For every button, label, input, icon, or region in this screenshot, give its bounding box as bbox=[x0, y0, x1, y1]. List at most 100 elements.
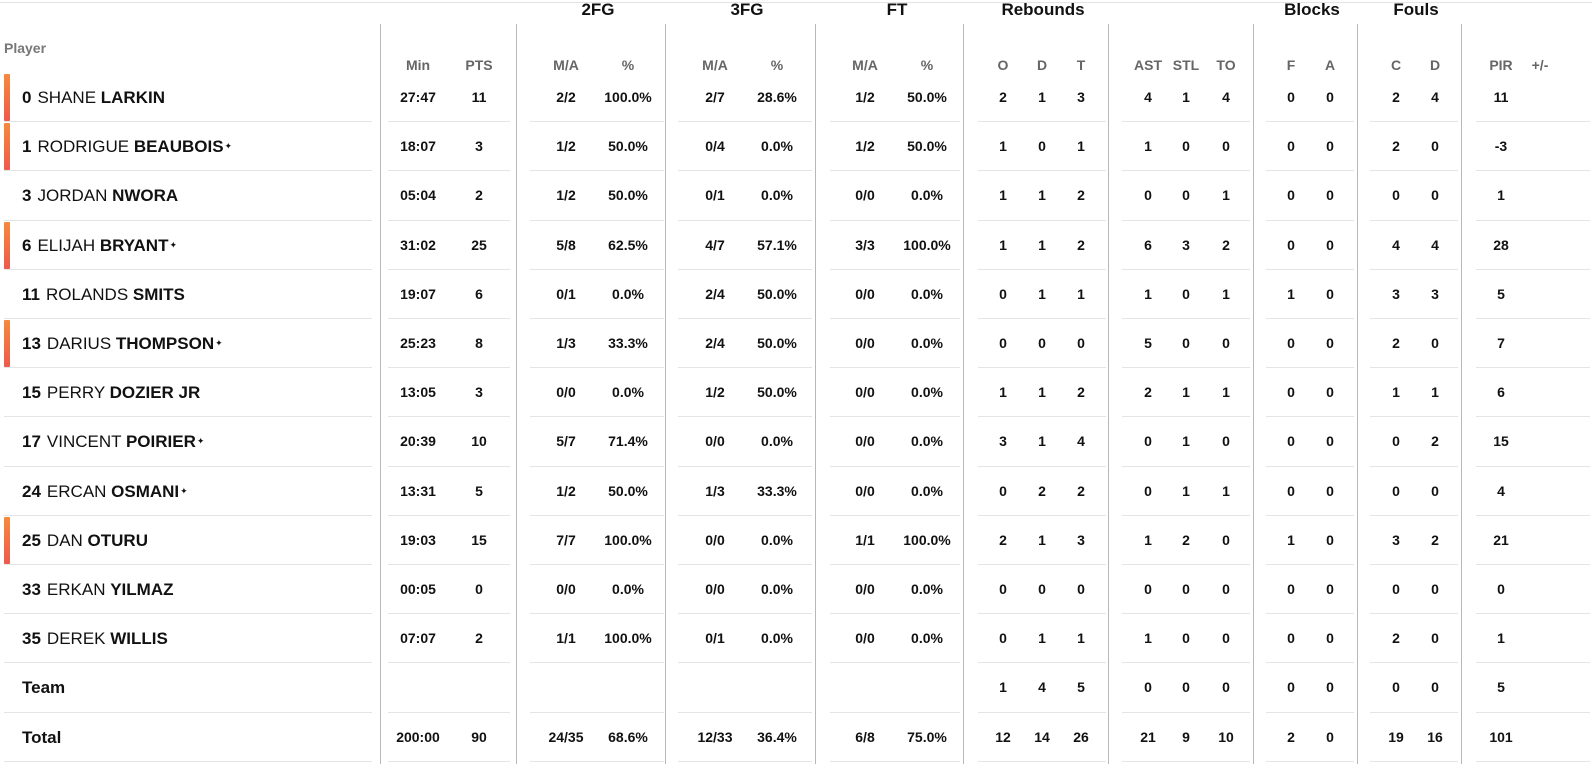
stat-reb-t: 5 bbox=[1077, 679, 1085, 696]
stat-reb-o: 1 bbox=[999, 138, 1007, 155]
player-first-name: DEREK bbox=[46, 629, 111, 649]
stat-reb-t: 3 bbox=[1077, 531, 1085, 548]
stat-blk-f: 0 bbox=[1287, 187, 1295, 204]
stat-min: 00:05 bbox=[400, 581, 436, 597]
stat-pts: 5 bbox=[475, 482, 483, 499]
player-last-name: OTURU bbox=[87, 530, 148, 550]
player-name[interactable]: 15 PERRY DOZIER JR bbox=[22, 368, 200, 417]
row-separator bbox=[830, 465, 960, 467]
row-separator bbox=[1266, 760, 1354, 762]
row-separator bbox=[530, 416, 664, 418]
stat-foul-c: 0 bbox=[1392, 482, 1400, 499]
row-separator bbox=[1266, 465, 1354, 467]
row-separator bbox=[678, 613, 812, 615]
stat-2fg-pct: 68.6% bbox=[608, 728, 648, 745]
player-row: 13 DARIUS THOMPSON✦ 25:23 8 1/3 33.3% 2/4 50.0%… bbox=[0, 319, 1592, 368]
stat-ft-ma: 0/0 bbox=[855, 285, 875, 302]
row-separator bbox=[1266, 170, 1354, 172]
row-separator bbox=[1476, 318, 1590, 319]
stat-2fg-ma: 1/3 bbox=[556, 335, 576, 351]
player-name[interactable]: 3 JORDAN NWORA bbox=[22, 171, 178, 220]
stat-2fg-ma: 1/1 bbox=[556, 630, 576, 647]
starter-marker bbox=[4, 320, 10, 367]
stat-2fg-ma: 7/7 bbox=[556, 531, 576, 548]
player-last-name: POIRIER bbox=[125, 432, 196, 452]
stat-3fg-pct: 50.0% bbox=[757, 285, 797, 302]
stat-min: 200:00 bbox=[396, 728, 440, 745]
player-name[interactable]: 33 ERKAN YILMAZ bbox=[22, 565, 174, 614]
stat-foul-c: 4 bbox=[1392, 236, 1400, 253]
stat-pir: 1 bbox=[1497, 630, 1505, 647]
stat-blk-f: 2 bbox=[1287, 728, 1295, 745]
player-name[interactable]: 13 DARIUS THOMPSON✦ bbox=[22, 319, 223, 368]
stat-blk-a: 0 bbox=[1326, 630, 1334, 647]
stat-2fg-ma bbox=[533, 663, 599, 712]
player-last-name: BRYANT bbox=[99, 235, 169, 255]
player-name[interactable]: 17 VINCENT POIRIER✦ bbox=[22, 417, 204, 466]
row-separator bbox=[678, 367, 812, 369]
row-separator bbox=[4, 219, 372, 221]
row-separator bbox=[1370, 760, 1458, 762]
group-header-blocks: Blocks bbox=[1284, 0, 1340, 19]
stat-reb-d: 2 bbox=[1038, 482, 1046, 499]
player-name[interactable]: 6 ELIJAH BRYANT✦ bbox=[22, 221, 177, 270]
player-first-name: VINCENT bbox=[46, 432, 126, 452]
player-name[interactable]: 11 ROLANDS SMITS bbox=[22, 270, 185, 319]
column-header-ast: AST bbox=[1134, 57, 1162, 73]
team-label: Team bbox=[22, 678, 66, 698]
stat-2fg-ma: 2/2 bbox=[556, 89, 576, 105]
stat-pir: 15 bbox=[1493, 433, 1509, 450]
player-column-header: Player bbox=[4, 40, 47, 56]
stat-3fg-pct: 57.1% bbox=[757, 236, 797, 253]
row-separator bbox=[1370, 613, 1458, 615]
player-number: 17 bbox=[22, 432, 41, 452]
stat-pts bbox=[446, 663, 512, 712]
stat-foul-c: 2 bbox=[1392, 89, 1400, 105]
stat-2fg-pct: 100.0% bbox=[604, 531, 652, 548]
stat-foul-d: 0 bbox=[1431, 482, 1439, 499]
stat-ft-ma: 0/0 bbox=[855, 581, 875, 597]
player-row: 1 RODRIGUE BEAUBOIS✦ 18:07 3 1/2 50.0% 0/4 0.0%… bbox=[0, 122, 1592, 171]
stat-foul-d: 4 bbox=[1431, 89, 1439, 105]
stat-stl: 2 bbox=[1182, 531, 1190, 548]
row-separator bbox=[1122, 121, 1250, 123]
stat-2fg-pct: 100.0% bbox=[604, 630, 652, 647]
row-separator bbox=[1476, 219, 1590, 221]
row-separator bbox=[1122, 268, 1250, 270]
row-separator bbox=[830, 711, 960, 713]
stat-min: 05:04 bbox=[400, 187, 436, 204]
player-last-name: LARKIN bbox=[100, 88, 165, 107]
player-name[interactable]: 25 DAN OTURU bbox=[22, 516, 148, 565]
row-separator bbox=[1476, 416, 1590, 418]
stat-2fg-ma: 0/0 bbox=[556, 581, 576, 597]
row-separator bbox=[830, 514, 960, 516]
row-separator bbox=[1370, 121, 1458, 123]
column-header-to: TO bbox=[1216, 57, 1236, 73]
row-separator bbox=[830, 170, 960, 172]
player-name[interactable]: 1 RODRIGUE BEAUBOIS✦ bbox=[22, 122, 232, 171]
row-separator bbox=[1122, 219, 1250, 221]
row-separator bbox=[1122, 760, 1250, 762]
row-separator bbox=[1476, 367, 1590, 369]
row-separator bbox=[1476, 662, 1590, 664]
player-last-name: WILLIS bbox=[110, 629, 168, 649]
row-separator bbox=[978, 170, 1106, 172]
row-separator bbox=[388, 613, 510, 615]
stat-foul-d: 1 bbox=[1431, 384, 1439, 401]
stat-foul-c: 0 bbox=[1392, 187, 1400, 204]
stat-stl: 0 bbox=[1182, 285, 1190, 302]
stat-ast: 2 bbox=[1144, 384, 1152, 401]
player-name[interactable]: 0 SHANE LARKIN bbox=[22, 73, 165, 122]
stat-ft-ma: 1/1 bbox=[855, 531, 875, 548]
player-name[interactable]: 24 ERCAN OSMANI✦ bbox=[22, 467, 188, 516]
player-number: 11 bbox=[22, 284, 40, 304]
player-row: 17 VINCENT POIRIER✦ 20:39 10 5/7 71.4% 0/0 0.0%… bbox=[0, 417, 1592, 466]
stat-reb-t: 3 bbox=[1077, 89, 1085, 105]
stat-plus-minus bbox=[1507, 614, 1573, 663]
stat-plus-minus bbox=[1507, 368, 1573, 417]
row-separator bbox=[4, 711, 372, 713]
player-name[interactable]: 35 DEREK WILLIS bbox=[22, 614, 168, 663]
player-first-name: ERKAN bbox=[46, 580, 111, 599]
stat-3fg-pct: 0.0% bbox=[761, 138, 793, 155]
star-icon: ✦ bbox=[224, 141, 233, 152]
